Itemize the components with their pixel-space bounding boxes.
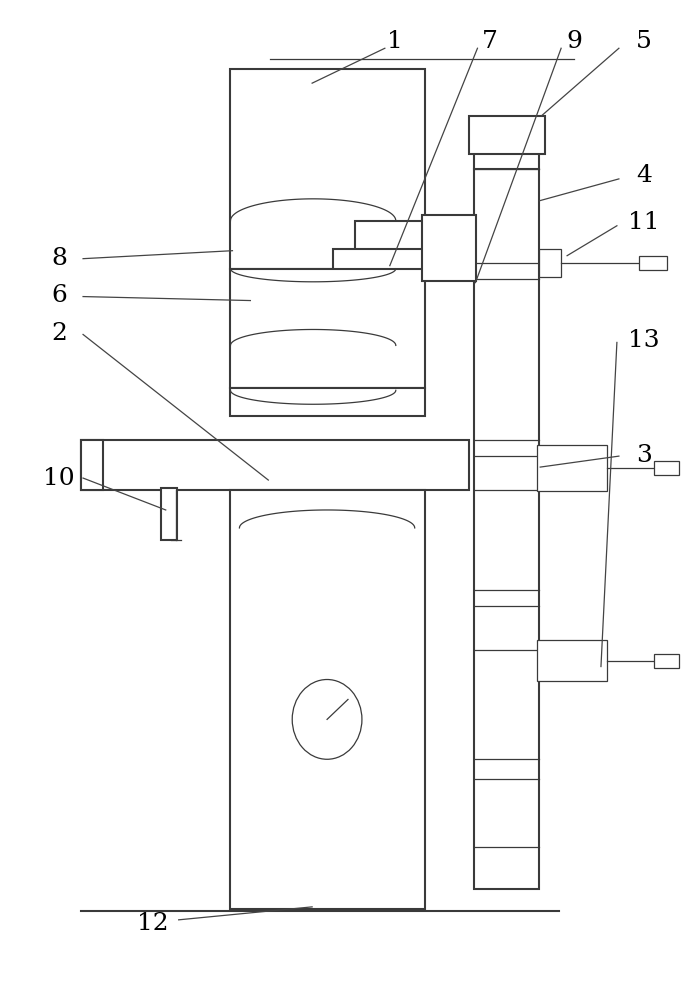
Bar xyxy=(469,116,545,154)
Bar xyxy=(539,249,561,277)
Text: 4: 4 xyxy=(636,164,652,187)
Text: 12: 12 xyxy=(137,912,168,935)
Text: 2: 2 xyxy=(51,322,67,345)
Text: 11: 11 xyxy=(628,211,660,234)
Text: 13: 13 xyxy=(628,329,660,352)
Bar xyxy=(355,221,464,269)
Bar xyxy=(653,461,679,475)
Bar xyxy=(230,269,424,388)
Bar xyxy=(230,69,424,269)
Bar xyxy=(538,445,607,491)
Text: 3: 3 xyxy=(636,444,652,467)
Text: 7: 7 xyxy=(482,30,497,53)
Bar xyxy=(81,440,103,490)
Bar xyxy=(475,131,539,889)
Bar xyxy=(230,388,424,416)
Bar xyxy=(161,488,177,540)
Text: 1: 1 xyxy=(387,30,403,53)
Bar xyxy=(333,249,462,271)
Bar xyxy=(422,215,477,281)
Text: 5: 5 xyxy=(636,30,652,53)
Bar xyxy=(230,490,424,909)
Ellipse shape xyxy=(292,680,362,759)
Text: 8: 8 xyxy=(51,247,67,270)
Bar xyxy=(81,440,469,490)
Text: 10: 10 xyxy=(43,467,75,490)
Text: 9: 9 xyxy=(566,30,582,53)
Bar xyxy=(639,256,667,270)
Text: 6: 6 xyxy=(51,284,67,307)
Bar xyxy=(653,654,679,668)
Bar xyxy=(538,640,607,681)
